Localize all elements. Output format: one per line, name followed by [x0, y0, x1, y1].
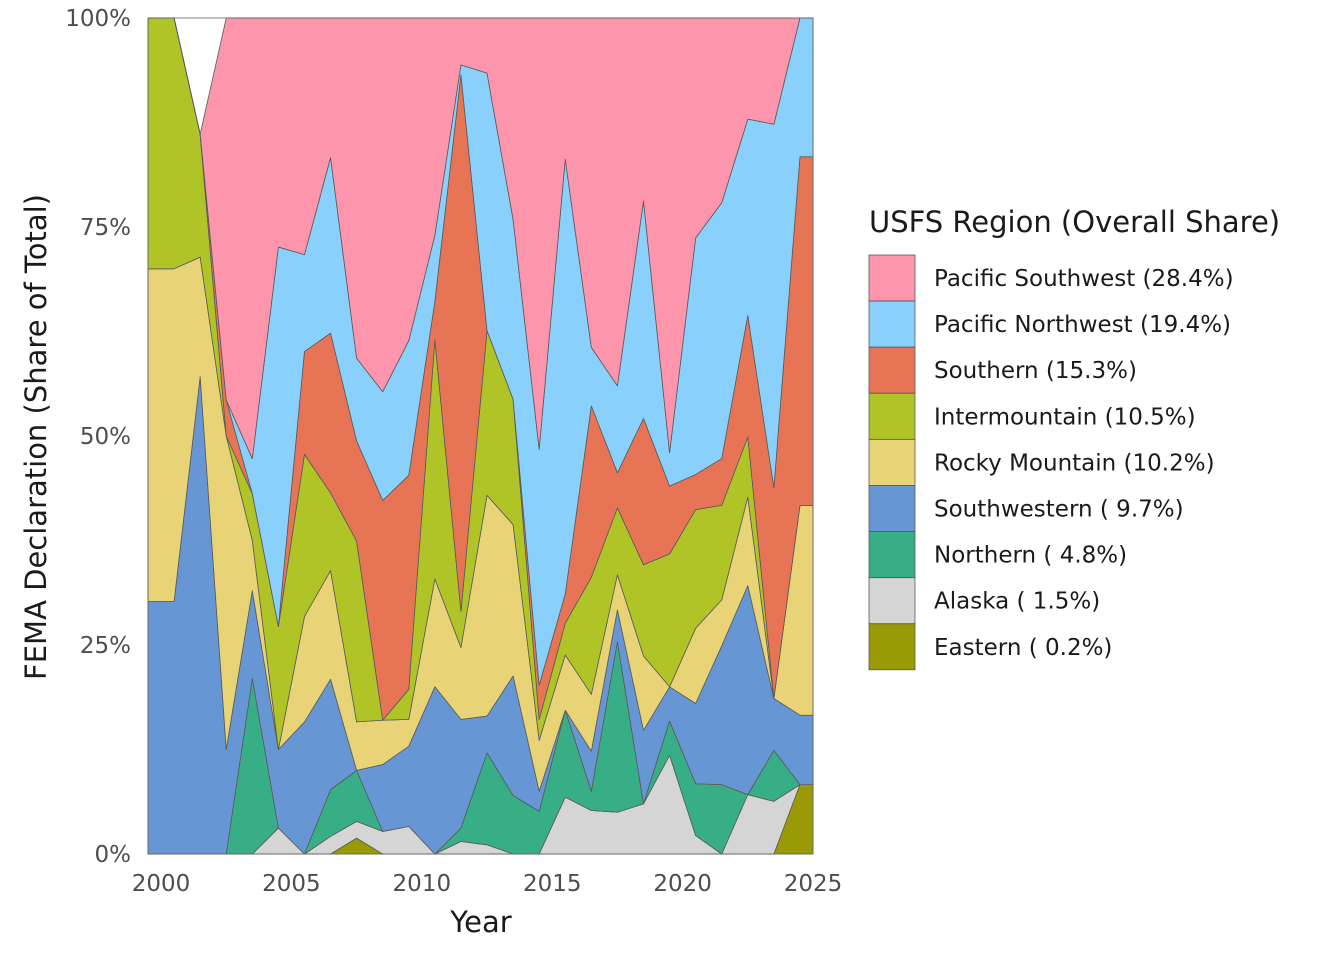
legend-label: Southwestern ( 9.7%): [934, 497, 1184, 523]
x-tick-label: 2010: [393, 871, 452, 897]
legend-swatch: [868, 623, 916, 671]
legend-swatch: [868, 485, 916, 532]
legend-swatch: [868, 300, 916, 348]
y-axis-title: FEMA Declaration (Share of Total): [19, 194, 53, 680]
legend-label: Eastern ( 0.2%): [934, 635, 1112, 661]
y-tick-label: 25%: [80, 633, 131, 659]
x-tick-label: 2005: [262, 871, 321, 897]
legend-swatch: [868, 254, 916, 302]
legend-label: Alaska ( 1.5%): [934, 589, 1100, 615]
legend-label: Pacific Northwest (19.4%): [934, 312, 1231, 338]
legend-label: Northern ( 4.8%): [934, 543, 1127, 569]
x-tick-label: 2025: [784, 871, 843, 897]
legend-label: Intermountain (10.5%): [934, 404, 1196, 430]
legend-swatch: [868, 392, 916, 440]
legend: Pacific Southwest (28.4%) Pacific Northwe…: [868, 254, 1234, 671]
x-axis-title: Year: [449, 905, 511, 939]
legend-item: Rocky Mountain (10.2%): [868, 438, 1215, 486]
legend-item: Intermountain (10.5%): [868, 392, 1196, 440]
plot-border: [147, 17, 814, 855]
y-tick-label: 0%: [95, 842, 132, 868]
y-tick-label: 100%: [65, 6, 131, 32]
legend-swatch: [868, 577, 916, 625]
y-tick-label: 50%: [80, 424, 131, 450]
x-tick-label: 2020: [653, 871, 712, 897]
legend-swatch: [868, 438, 916, 486]
legend-item: Pacific Northwest (19.4%): [868, 300, 1231, 348]
y-tick-label: 75%: [80, 215, 131, 241]
legend-label: Rocky Mountain (10.2%): [934, 450, 1215, 476]
legend-label: Southern (15.3%): [934, 358, 1137, 384]
x-tick-label: 2015: [523, 871, 582, 897]
legend-item: Northern ( 4.8%): [868, 531, 1127, 578]
legend-item: Alaska ( 1.5%): [868, 577, 1100, 625]
legend-swatch: [868, 531, 916, 578]
legend-title: USFS Region (Overall Share): [869, 205, 1280, 239]
legend-label: Pacific Southwest (28.4%): [934, 266, 1234, 292]
legend-item: Southwestern ( 9.7%): [868, 485, 1184, 532]
x-tick-label: 2000: [132, 871, 191, 897]
legend-item: Pacific Southwest (28.4%): [868, 254, 1234, 302]
legend-swatch: [868, 346, 916, 394]
axis-ticks: 2000 2005 2010 2015 2020 2025 0% 25% 50% 75% 100%: [65, 6, 842, 897]
legend-item: Southern (15.3%): [868, 346, 1137, 394]
plot-area: [147, 17, 814, 855]
legend-item: Eastern ( 0.2%): [868, 623, 1112, 671]
